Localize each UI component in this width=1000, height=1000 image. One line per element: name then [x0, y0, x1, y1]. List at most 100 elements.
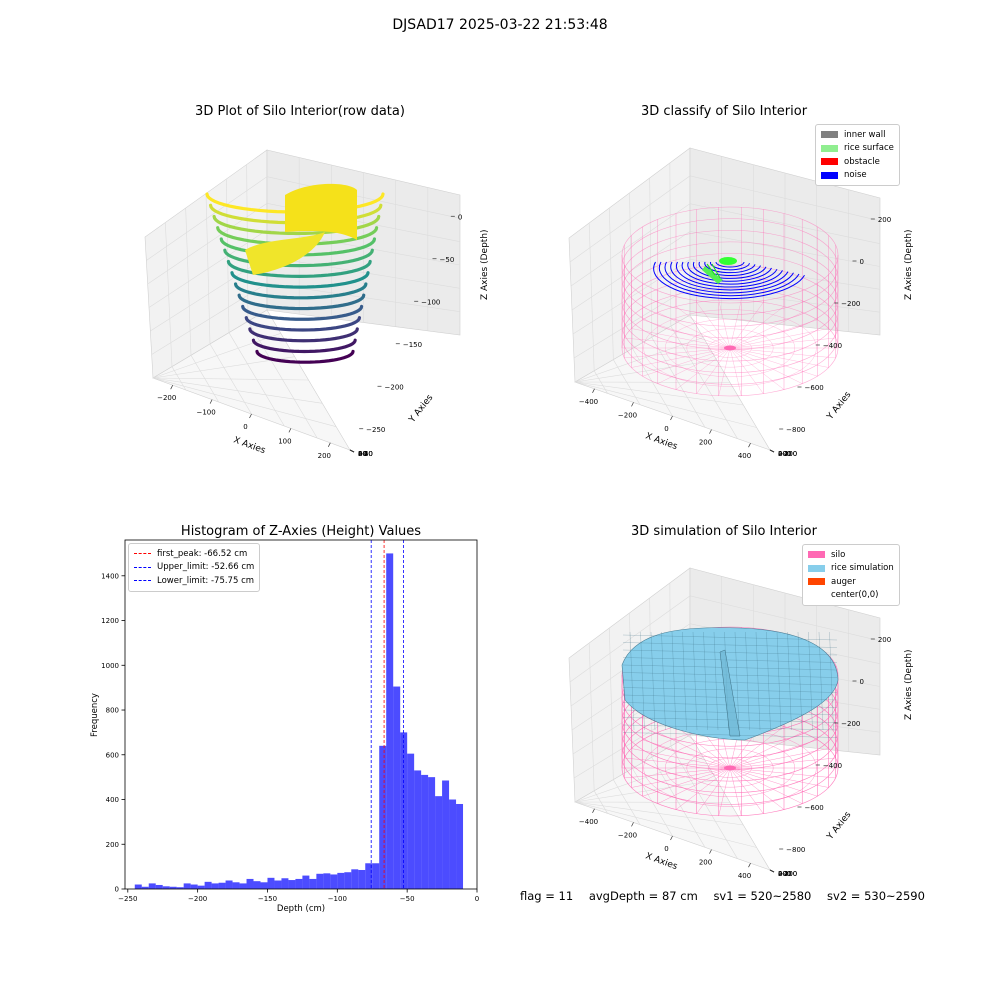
silo-center-marker	[724, 345, 736, 351]
plot1-depth-ring	[233, 282, 368, 300]
plot4-legend-item: silo	[808, 548, 894, 562]
plot4-xtick: −400	[579, 818, 598, 826]
plot2-ytick: −400	[778, 450, 797, 458]
plot3-legend-item: Lower_limit: -75.75 cm	[134, 574, 254, 588]
plot2-noise-arc	[658, 261, 800, 297]
plot3-bar	[155, 884, 163, 889]
plot2-noise-arc	[664, 261, 794, 294]
plot3-bar	[379, 745, 387, 889]
plot1-ztick: −150	[403, 341, 422, 349]
plot3-ytick: 1000	[101, 662, 119, 670]
plot3-bar	[365, 863, 373, 889]
plot4-title: 3D simulation of Silo Interior	[631, 524, 817, 539]
plot4-legend-label: rice simulation	[831, 563, 894, 574]
plot4-ztick: 0	[860, 678, 864, 686]
plot3-bar	[309, 878, 317, 889]
plot2-ztick: −800	[786, 426, 805, 434]
plot2-xlabel: X Axies	[644, 431, 679, 452]
plot2-ytick: 400	[778, 450, 791, 458]
plot1-xtick: −200	[157, 394, 176, 402]
plot3-xtick: −50	[400, 895, 415, 903]
avg-depth-value: avgDepth = 87 cm	[588, 889, 698, 903]
plot3-xtick: 0	[475, 895, 479, 903]
plot3-bar	[176, 887, 184, 889]
plot1-ytick: 40	[358, 450, 367, 458]
plot1-xtick: 200	[318, 452, 331, 460]
plot2-legend-label: inner wall	[844, 129, 886, 140]
plot4-ztick: −800	[786, 846, 805, 854]
plot3-bar	[435, 796, 443, 889]
plot3-bar	[211, 883, 219, 889]
plot2-ztick: 200	[878, 216, 891, 224]
plot1-xlabel: X Axies	[232, 435, 267, 456]
plot2-ytick: 200	[778, 450, 791, 458]
plot2-ztick: 0	[860, 258, 864, 266]
plot3-bar	[428, 777, 436, 889]
plot2-noise-arc	[715, 261, 745, 268]
plot3-bar	[295, 878, 303, 889]
plot1-depth-ring	[248, 327, 359, 343]
plot2-legend-item: noise	[821, 169, 894, 183]
plot3-bar	[393, 686, 401, 889]
plot3-bar	[197, 885, 205, 889]
plot1-ytick: 20	[358, 450, 367, 458]
plot4-ytick: 400	[778, 870, 791, 878]
plot3-bar	[281, 878, 289, 889]
plot3-ytick: 400	[106, 796, 119, 804]
plot3-bar	[260, 882, 268, 889]
plot3-legend-item: first_peak: -66.52 cm	[134, 547, 254, 561]
plot2-rice-surface	[702, 266, 723, 284]
plot4-ztick: −400	[823, 762, 842, 770]
plot4-legend-swatch	[808, 592, 825, 599]
sv1-value: sv1 = 520~2580	[713, 889, 812, 903]
figure-title: DJSAD17 2025-03-22 21:53:48	[392, 17, 608, 33]
plot2-noise-arc	[704, 261, 756, 274]
status-footer: flag = 11 avgDepth = 87 cm sv1 = 520~258…	[520, 889, 937, 903]
plot1-ylabel: Y Axies	[407, 393, 436, 426]
plot1-ytick: −60	[358, 450, 373, 458]
plot2-noise-arc	[709, 261, 750, 271]
plot3-histogram: −250 −200 −150 −100 −50 0 0 200 400 600 800 1000 120…	[90, 539, 479, 914]
plot4-legend-label: auger	[831, 576, 856, 587]
plot3-bar	[386, 553, 394, 889]
plot3-bar	[204, 881, 212, 889]
plot4-auger-channel	[719, 649, 741, 737]
plot3-bar	[225, 880, 233, 889]
plot2-ylabel: Y Axies	[825, 390, 854, 423]
plot2-xtick: −200	[618, 411, 637, 419]
plot3-bar	[330, 874, 338, 889]
plot1-zlabel: Z Axies (Depth)	[480, 229, 490, 300]
plot3-legend-line	[134, 566, 151, 568]
plot3-bar	[316, 873, 324, 889]
plot3-bar	[442, 780, 450, 889]
plot1-depth-ring	[244, 316, 362, 332]
plot3-bar	[218, 882, 226, 889]
plot4-legend-item: rice simulation	[808, 562, 894, 576]
plot3-bar	[421, 774, 429, 889]
plot3-bar	[169, 886, 177, 889]
plot1-depth-ring	[230, 271, 370, 289]
plot1-xtick: 0	[243, 423, 247, 431]
plot4-ztick: −600	[805, 804, 824, 812]
plot1-ztick: −200	[385, 383, 404, 391]
plot1-xtick: −100	[196, 409, 215, 417]
plot3-legend-label: Upper_limit: -52.66 cm	[157, 562, 255, 573]
plot3-ytick: 0	[115, 886, 119, 894]
plot2-legend-swatch	[821, 158, 838, 166]
plot3-bar	[372, 863, 380, 889]
plot2-legend-label: obstacle	[844, 156, 880, 167]
plot2-legend-swatch	[821, 144, 838, 152]
plot4-xtick: 200	[699, 859, 712, 867]
plot2-noise-arc	[692, 261, 767, 279]
plot2-legend: inner wall rice surface obstacle noise	[815, 124, 900, 186]
plot1-ytick: 0	[358, 450, 362, 458]
plot3-legend-line	[134, 580, 151, 582]
plot2-legend-label: rice surface	[844, 143, 894, 154]
plot3-frame	[124, 539, 478, 890]
plot3-ytick: 1400	[101, 572, 119, 580]
plot4-legend-item: center(0,0)	[808, 589, 894, 603]
plot3-bar	[162, 886, 170, 889]
plot2-legend-label: noise	[844, 170, 867, 181]
